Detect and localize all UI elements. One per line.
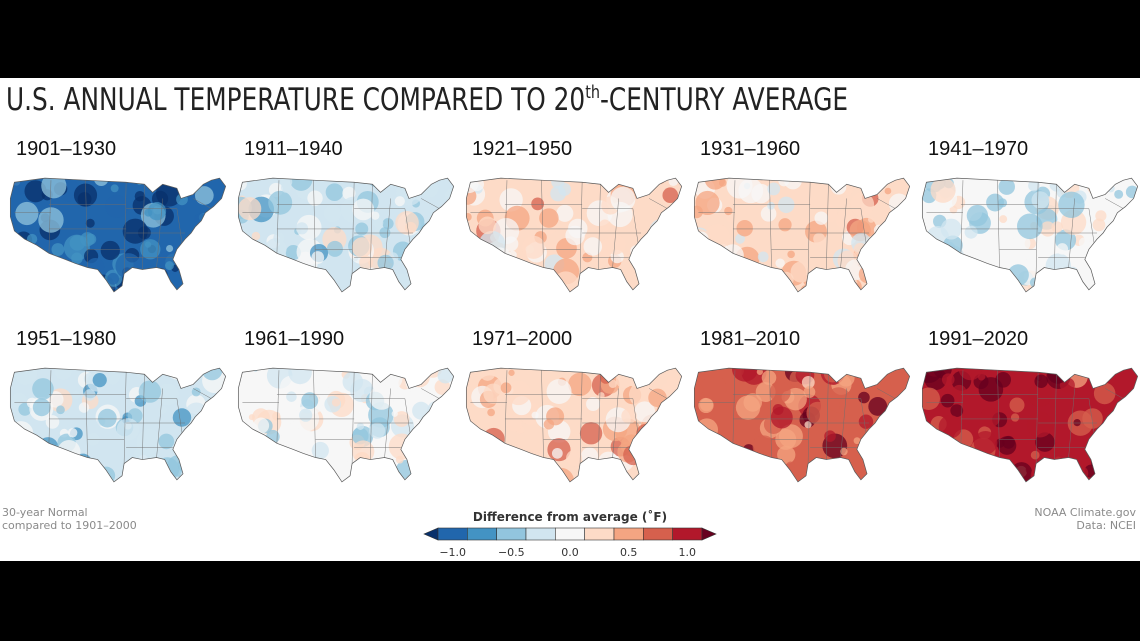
us-anomaly-map (465, 367, 683, 483)
figure-panel: U.S. ANNUAL TEMPERATURE COMPARED TO 20th… (0, 78, 1140, 561)
legend-swatch (643, 527, 673, 541)
us-outline (237, 367, 455, 483)
us-outline (465, 367, 683, 483)
legend-swatch (525, 527, 556, 541)
us-outline (693, 367, 911, 483)
state-borders (470, 370, 668, 464)
us-outline (237, 177, 455, 293)
map-period-label: 1971–2000 (472, 328, 573, 350)
state-borders (926, 180, 1124, 274)
us-anomaly-map (9, 177, 227, 293)
map-tile: 1971–2000 (460, 328, 688, 488)
us-anomaly-map (237, 367, 455, 483)
map-period-label: 1991–2020 (928, 328, 1029, 350)
legend-swatch (437, 527, 468, 541)
legend-swatch (613, 527, 644, 541)
state-borders (698, 370, 896, 464)
legend-swatch (555, 527, 585, 541)
map-tile: 1941–1970 (916, 138, 1140, 298)
map-period-label: 1981–2010 (700, 328, 801, 350)
legend-tick-label: 0.0 (561, 546, 579, 559)
us-anomaly-map (921, 177, 1139, 293)
legend-swatch (584, 527, 615, 541)
map-period-label: 1951–1980 (16, 328, 117, 350)
us-anomaly-map (9, 367, 227, 483)
us-outline (9, 177, 227, 293)
normal-note: 30-year Normal compared to 1901–2000 (2, 506, 137, 532)
map-tile: 1911–1940 (232, 138, 460, 298)
us-anomaly-map (693, 177, 911, 293)
us-outline-fill (238, 178, 454, 292)
map-period-label: 1911–1940 (244, 138, 343, 160)
state-borders (14, 180, 212, 274)
state-borders (470, 180, 668, 274)
legend-tick-label: −1.0 (439, 546, 466, 559)
us-outline (921, 177, 1139, 293)
us-anomaly-map (465, 177, 683, 293)
us-outline (9, 367, 227, 483)
legend-title: Difference from average (˚F) (472, 510, 668, 524)
map-tile: 1901–1930 (4, 138, 232, 298)
us-anomaly-map (237, 177, 455, 293)
legend-arrow-left (423, 527, 439, 541)
map-period-label: 1961–1990 (244, 328, 345, 350)
map-tile: 1921–1950 (460, 138, 688, 298)
legend-swatch (467, 527, 497, 541)
map-tile: 1991–2020 (916, 328, 1140, 488)
legend-colorbar: −1.0 −0.5 0.0 0.5 1.0 (423, 527, 717, 559)
legend-tick-label: 0.5 (620, 546, 638, 559)
us-outline (921, 367, 1139, 483)
source-note-line-1: NOAA Climate.gov (1034, 506, 1136, 519)
state-borders (14, 370, 212, 464)
legend-tick-label: −0.5 (498, 546, 525, 559)
normal-note-line-2: compared to 1901–2000 (2, 519, 137, 532)
us-outline (465, 177, 683, 293)
main-title: U.S. ANNUAL TEMPERATURE COMPARED TO 20th… (6, 82, 849, 118)
source-note-line-2: Data: NCEI (1076, 519, 1136, 532)
state-borders (242, 180, 440, 274)
map-period-label: 1931–1960 (700, 138, 801, 160)
map-period-label: 1921–1950 (472, 138, 573, 160)
map-tile: 1931–1960 (688, 138, 916, 298)
legend-swatch (496, 527, 527, 541)
legend-swatch (672, 527, 703, 541)
us-anomaly-map (693, 367, 911, 483)
map-tile: 1951–1980 (4, 328, 232, 488)
map-tile: 1961–1990 (232, 328, 460, 488)
state-borders (926, 370, 1124, 464)
map-tile: 1981–2010 (688, 328, 916, 488)
map-period-label: 1901–1930 (16, 138, 117, 160)
us-outline (693, 177, 911, 293)
state-borders (242, 370, 440, 464)
color-legend: Difference from average (˚F) −1.0 −0.5 0.0… (420, 510, 720, 560)
us-anomaly-map (921, 367, 1139, 483)
normal-note-line-1: 30-year Normal (2, 506, 88, 519)
legend-tick-label: 1.0 (679, 546, 697, 559)
source-note: NOAA Climate.gov Data: NCEI (1034, 506, 1136, 532)
map-period-label: 1941–1970 (928, 138, 1029, 160)
legend-arrow-right (701, 527, 717, 541)
